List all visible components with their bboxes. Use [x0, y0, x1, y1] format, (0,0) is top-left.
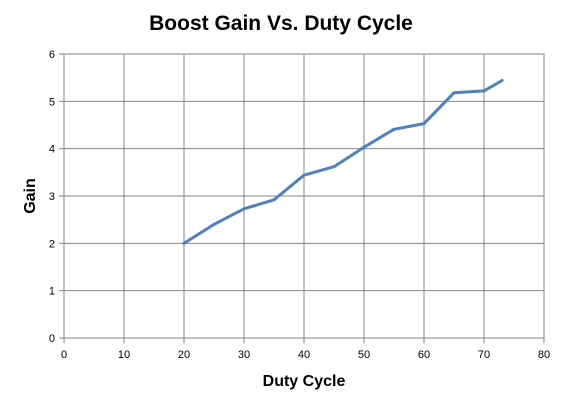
data-point — [272, 198, 276, 202]
x-tick-label: 50 — [358, 349, 370, 361]
series-group — [182, 79, 504, 245]
y-tick-label: 3 — [49, 191, 55, 203]
y-tick-label: 2 — [49, 238, 55, 250]
y-tick-label: 5 — [49, 96, 55, 108]
data-point — [182, 241, 186, 245]
gridlines — [63, 53, 545, 339]
data-point — [482, 89, 486, 93]
data-point — [392, 127, 396, 131]
x-tick-label: 60 — [418, 349, 430, 361]
series-line-0 — [182, 79, 504, 245]
data-point — [332, 165, 336, 169]
data-point — [242, 207, 246, 211]
x-tick-label: 10 — [118, 349, 130, 361]
y-axis-label: Gain — [22, 178, 39, 214]
data-point — [422, 122, 426, 126]
chart-title: Boost Gain Vs. Duty Cycle — [149, 12, 413, 35]
x-tick-label: 0 — [61, 349, 67, 361]
data-point — [212, 222, 216, 226]
y-axis-ticks: 0 1 2 3 4 5 6 — [49, 49, 64, 345]
y-tick-label: 1 — [49, 286, 55, 298]
x-axis-ticks: 0 10 20 30 40 50 60 70 80 — [61, 338, 550, 361]
x-tick-label: 80 — [538, 349, 550, 361]
x-tick-label: 30 — [238, 349, 250, 361]
y-tick-label: 6 — [49, 49, 55, 61]
data-point — [362, 145, 366, 149]
x-tick-label: 40 — [298, 349, 310, 361]
x-axis-label: Duty Cycle — [263, 373, 346, 390]
data-point — [302, 173, 306, 177]
data-point — [500, 79, 504, 82]
y-tick-label: 4 — [49, 144, 55, 156]
x-tick-label: 20 — [178, 349, 190, 361]
x-tick-label: 70 — [478, 349, 490, 361]
data-point — [452, 91, 456, 95]
y-tick-label: 0 — [49, 333, 55, 345]
